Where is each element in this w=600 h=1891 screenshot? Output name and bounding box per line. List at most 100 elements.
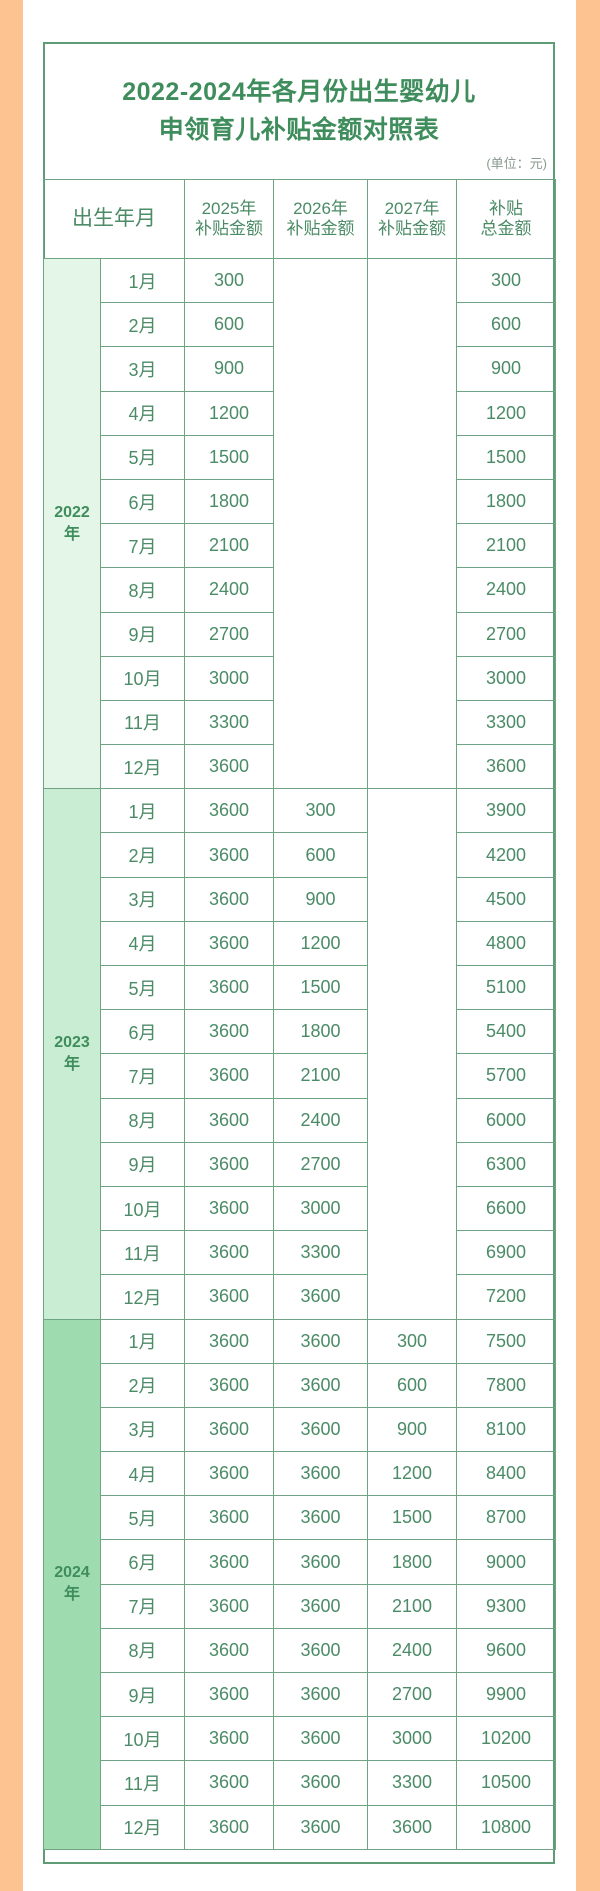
total-cell: 8400 — [456, 1451, 556, 1497]
header-2026-year: 2026年 — [293, 199, 348, 218]
month-cell: 1月 — [100, 257, 185, 304]
month-cell: 7月 — [100, 1583, 185, 1629]
total-cell: 2700 — [456, 611, 556, 657]
total-cell: 1200 — [456, 390, 556, 436]
subsidy-table-frame: 2022-2024年各月份出生婴幼儿 申领育儿补贴金额对照表 (单位：元) 出生… — [43, 42, 556, 1864]
title-line-1: 2022-2024年各月份出生婴幼儿 — [122, 78, 476, 106]
month-cell: 3月 — [100, 1406, 185, 1453]
month-cell: 7月 — [100, 523, 185, 569]
total-cell: 3300 — [456, 699, 556, 746]
total-cell: 9600 — [456, 1627, 556, 1674]
subsidy-2026-cell: 3300 — [273, 1230, 368, 1276]
subsidy-2027-cell: 1200 — [367, 1451, 457, 1497]
table-row: 7月 3600 2100 5700 — [44, 1053, 556, 1099]
table-row: 11月 3600 3600 3300 10500 — [44, 1760, 556, 1806]
subsidy-2025-cell: 1200 — [184, 390, 274, 436]
subsidy-2025-cell: 3600 — [184, 1583, 274, 1629]
header-total-line2: 总金额 — [480, 219, 532, 238]
table-row: 10月 3600 3600 3000 10200 — [44, 1716, 556, 1762]
table-row: 8月 3600 2400 6000 — [44, 1097, 556, 1143]
table-row: 7月 2100 2100 — [44, 523, 556, 569]
table-row: 11月 3300 3300 — [44, 699, 556, 746]
total-cell: 5100 — [456, 964, 556, 1011]
subsidy-2026-cell: 3600 — [273, 1406, 368, 1453]
header-2027-label: 补贴金额 — [378, 219, 446, 238]
subsidy-2025-cell: 3600 — [184, 1716, 274, 1762]
subsidy-2025-cell: 2100 — [184, 523, 274, 569]
subsidy-2025-cell: 3600 — [184, 1362, 274, 1408]
subsidy-2027-cell: 2400 — [367, 1627, 457, 1674]
month-cell: 2月 — [100, 1362, 185, 1408]
table-row: 2022 年 1月 300 300 — [43, 257, 556, 790]
total-cell: 6900 — [456, 1230, 556, 1276]
table-row: 9月 3600 2700 6300 — [44, 1141, 556, 1187]
subsidy-2025-cell: 1500 — [184, 434, 274, 480]
table-row: 4月 3600 3600 1200 8400 — [44, 1451, 556, 1497]
table-row: 3月 3600 900 4500 — [44, 876, 556, 922]
total-cell: 4500 — [456, 876, 556, 922]
table-row: 4月 3600 1200 4800 — [44, 920, 556, 967]
subsidy-2026-cell-empty — [273, 257, 368, 790]
subsidy-table: 出生年月 2025年 补贴金额 2026年 补贴金额 2027年 补贴金额 补贴 总金额… — [43, 179, 556, 1850]
total-cell: 6300 — [456, 1141, 556, 1187]
subsidy-2026-cell: 3600 — [273, 1671, 368, 1718]
total-cell: 6000 — [456, 1097, 556, 1143]
month-cell: 4月 — [100, 1451, 185, 1497]
month-cell: 8月 — [100, 567, 185, 613]
subsidy-2026-cell: 600 — [273, 832, 368, 878]
subsidy-2027-cell-empty — [367, 257, 457, 790]
subsidy-2025-cell: 3600 — [184, 1804, 274, 1850]
month-cell: 8月 — [100, 1097, 185, 1143]
month-cell: 1月 — [100, 1318, 185, 1364]
subsidy-2026-cell: 2400 — [273, 1097, 368, 1143]
subsidy-2025-cell: 3600 — [184, 1627, 274, 1674]
total-cell: 10500 — [456, 1760, 556, 1806]
subsidy-2025-cell: 3300 — [184, 699, 274, 746]
year-cell-2024: 2024 年 — [43, 1318, 101, 1850]
header-2025-label: 补贴金额 — [195, 219, 263, 238]
table-row: 3月 3600 3600 900 8100 — [44, 1406, 556, 1453]
total-cell: 3900 — [456, 788, 556, 834]
total-cell: 7500 — [456, 1318, 556, 1364]
year-label: 2022 — [54, 503, 90, 521]
table-row: 10月 3600 3000 6600 — [44, 1185, 556, 1232]
month-cell: 5月 — [100, 1495, 185, 1541]
subsidy-2025-cell: 300 — [184, 257, 274, 304]
year-suffix: 年 — [63, 1586, 80, 1604]
month-cell: 6月 — [100, 1539, 185, 1585]
subsidy-2025-cell: 3600 — [184, 1671, 274, 1718]
subsidy-2026-cell: 3600 — [273, 1804, 368, 1850]
table-row: 7月 3600 3600 2100 9300 — [44, 1583, 556, 1629]
subsidy-2025-cell: 3600 — [184, 1185, 274, 1232]
year-cell-2022: 2022 年 — [43, 257, 101, 790]
total-cell: 2400 — [456, 567, 556, 613]
unit-note: (单位：元) — [486, 156, 547, 171]
total-cell: 10200 — [456, 1716, 556, 1762]
subsidy-2026-cell: 3600 — [273, 1539, 368, 1585]
subsidy-2025-cell: 3600 — [184, 1009, 274, 1055]
total-cell: 3000 — [456, 655, 556, 701]
header-birth: 出生年月 — [43, 179, 185, 259]
subsidy-2025-cell: 3600 — [184, 832, 274, 878]
subsidy-2027-cell: 3300 — [367, 1760, 457, 1806]
total-cell: 2100 — [456, 523, 556, 569]
table-row: 12月 3600 3600 — [44, 744, 556, 790]
year-label: 2023 — [54, 1033, 90, 1051]
table-row: 2月 3600 3600 600 7800 — [44, 1362, 556, 1408]
month-cell: 5月 — [100, 964, 185, 1011]
table-row: 4月 1200 1200 — [44, 390, 556, 436]
header-2026: 2026年 补贴金额 — [273, 179, 368, 259]
header-row: 出生年月 2025年 补贴金额 2026年 补贴金额 2027年 补贴金额 补贴 总金额 — [43, 179, 556, 259]
subsidy-2025-cell: 3600 — [184, 1274, 274, 1320]
month-cell: 11月 — [100, 1760, 185, 1806]
subsidy-2026-cell: 900 — [273, 876, 368, 922]
year-cell-2023: 2023 年 — [43, 788, 101, 1320]
month-cell: 7月 — [100, 1053, 185, 1099]
header-total-line1: 补贴 — [489, 199, 523, 218]
table-row: 5月 3600 1500 5100 — [44, 964, 556, 1011]
subsidy-2026-cell: 3600 — [273, 1274, 368, 1320]
total-cell: 300 — [456, 257, 556, 304]
table-row: 6月 3600 3600 1800 9000 — [44, 1539, 556, 1585]
month-cell: 10月 — [100, 1185, 185, 1232]
subsidy-2025-cell: 3600 — [184, 920, 274, 967]
